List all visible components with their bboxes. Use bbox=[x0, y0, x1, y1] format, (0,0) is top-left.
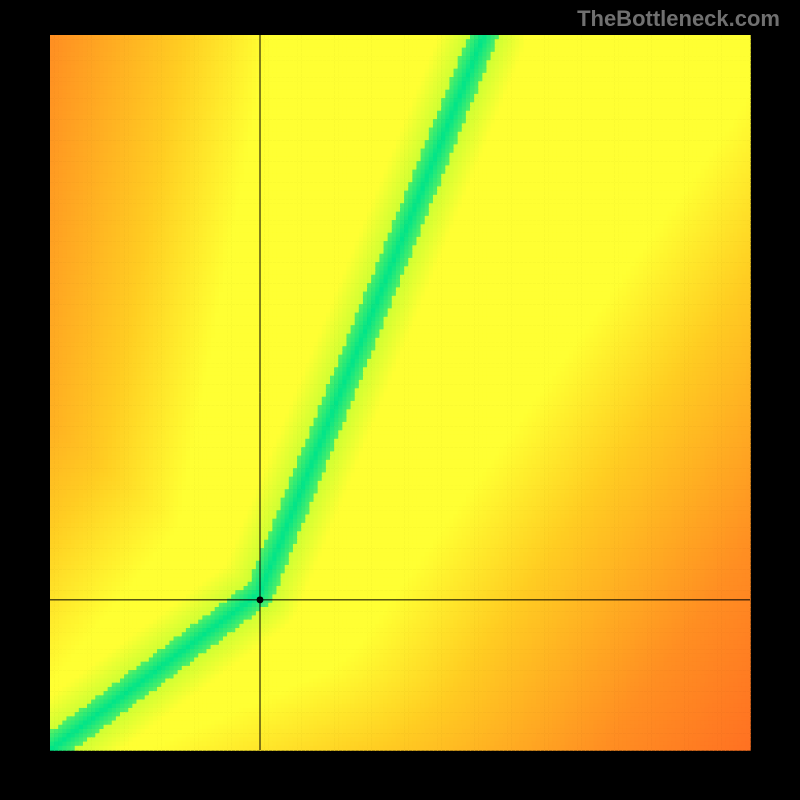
watermark-text: TheBottleneck.com bbox=[577, 6, 780, 32]
bottleneck-heatmap bbox=[0, 0, 800, 800]
